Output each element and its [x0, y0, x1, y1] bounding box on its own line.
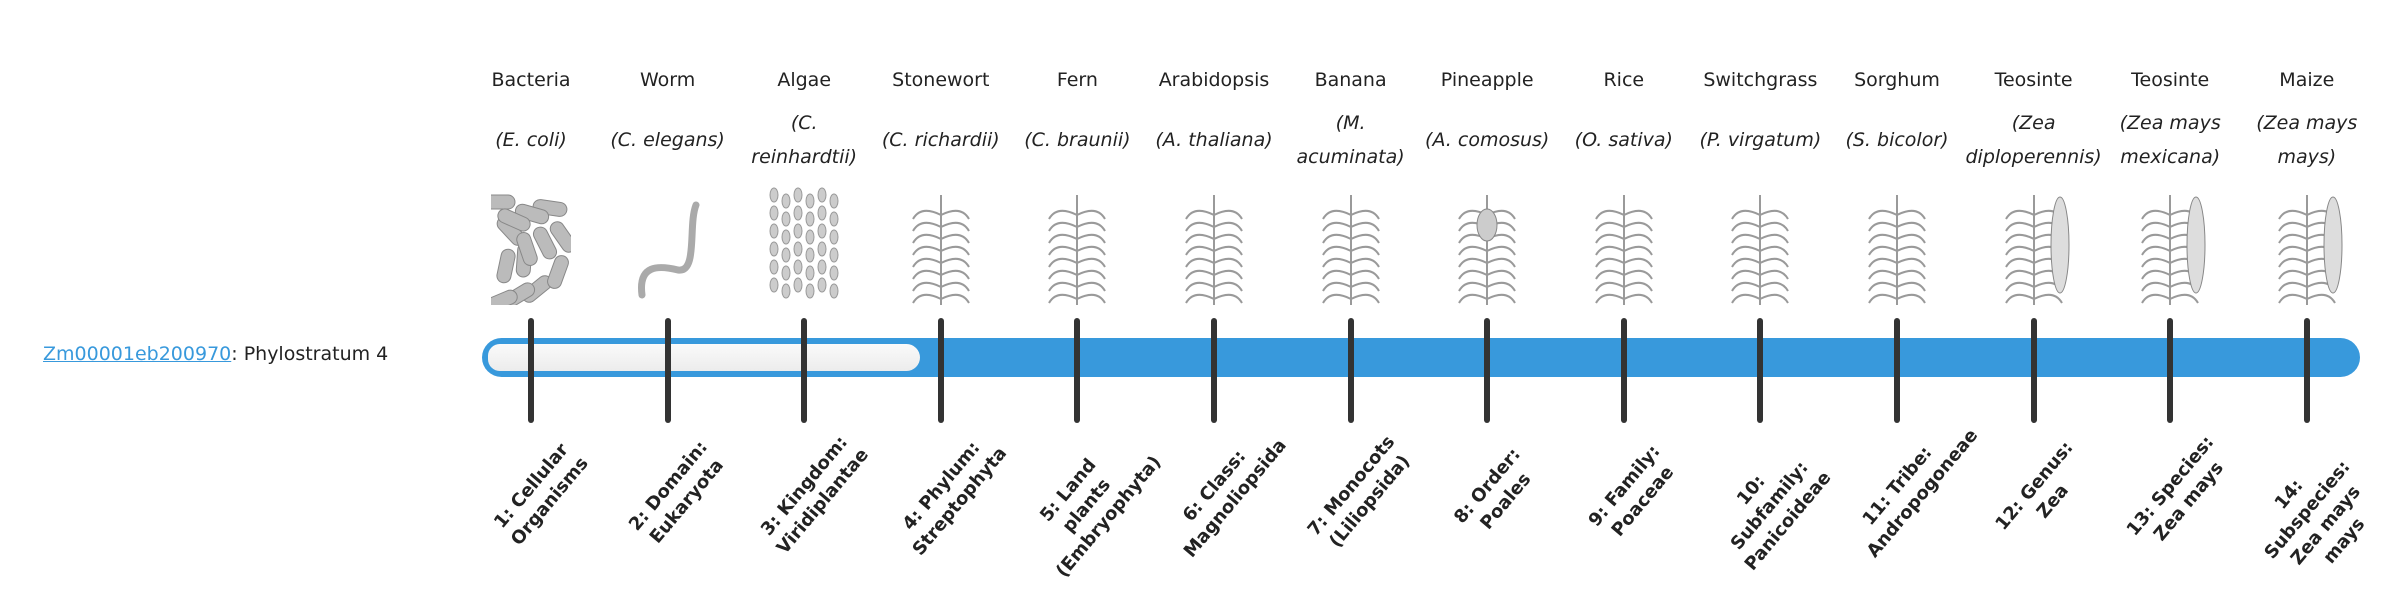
- stratum-label: 9: Family: Poaceae: [1584, 441, 1678, 541]
- maize-icon: [2239, 180, 2375, 305]
- stratum-label: 12: Genus: Zea: [1990, 437, 2078, 535]
- organism-latin-name: (O. sativa): [1574, 129, 1673, 151]
- stratum-tick: [664, 318, 671, 423]
- organism-common-name: Algae: [777, 69, 832, 91]
- organism-common-name: Teosinte: [2131, 69, 2210, 91]
- stratum-label: 2: Domain: Eukaryota: [624, 436, 728, 548]
- organism-latin-name: (A. comosus): [1425, 129, 1550, 151]
- organism-common-name: Worm: [639, 69, 696, 91]
- organism-column: Bacteria (E. coli): [463, 60, 599, 305]
- organism-common-name: Rice: [1603, 69, 1645, 91]
- stratum-label: 14: Subspecies: Zea mays mays: [2260, 456, 2369, 570]
- stratum-tick: [1484, 318, 1491, 423]
- organism-column: Pineapple (A. comosus): [1419, 60, 1555, 305]
- sorghum-icon: [1829, 180, 1965, 305]
- organism-latin-name: (P. virgatum): [1699, 129, 1822, 151]
- phylostratum-fill: [488, 344, 921, 371]
- stratum-tick: [1894, 318, 1900, 423]
- organism-column: Switchgrass (P. virgatum): [1692, 60, 1828, 305]
- phylostratum-text: : Phylostratum 4: [231, 343, 389, 365]
- stratum-tick: [1757, 318, 1764, 423]
- stratum-tick: [2303, 318, 2310, 423]
- stratum-label: 10: Subfamily: Panicoideae: [1727, 457, 1836, 575]
- organism-latin-name: (Zea mays mays): [2256, 112, 2358, 168]
- organism-column: Arabidopsis (A. thaliana): [1146, 60, 1282, 305]
- stratum-label: 8: Order: Poales: [1450, 444, 1536, 534]
- stratum-label: 5: Land plants (Embryophyta): [1036, 451, 1166, 582]
- organism-latin-name: (S. bicolor): [1845, 129, 1949, 151]
- organism-latin-name: (Zea mays mexicana): [2119, 112, 2221, 168]
- stratum-label: 1: Cellular Organisms: [490, 439, 593, 550]
- stratum-tick: [1074, 318, 1081, 423]
- stratum-tick: [1211, 318, 1217, 423]
- organism-common-name: Sorghum: [1854, 69, 1940, 91]
- organism-column: Banana (M. acuminata): [1283, 60, 1419, 305]
- organism-latin-name: (E. coli): [495, 129, 567, 151]
- stratum-label: 4: Phylum: Streptophyta: [898, 437, 1011, 560]
- organism-common-name: Stonewort: [892, 69, 990, 91]
- arabidopsis-icon: [1146, 180, 1282, 305]
- algae-icon: [736, 180, 872, 305]
- organism-column: Teosinte (Zea diploperennis): [1965, 60, 2102, 305]
- organism-column: Stonewort (C. richardii): [873, 60, 1009, 305]
- organism-latin-name: (C. reinhardtii): [751, 112, 858, 168]
- organism-column: Algae (C. reinhardtii): [736, 60, 872, 305]
- teosinte-icon: [1966, 180, 2102, 305]
- organism-column: Maize (Zea mays mays): [2239, 60, 2375, 305]
- switchgrass-icon: [1692, 180, 1828, 305]
- organism-common-name: Fern: [1056, 69, 1098, 91]
- rice-icon: [1556, 180, 1692, 305]
- organism-column: Sorghum (S. bicolor): [1829, 60, 1965, 305]
- organism-latin-name: (C. elegans): [610, 129, 725, 151]
- organism-column: Worm (C. elegans): [600, 60, 736, 305]
- organism-common-name: Bacteria: [491, 69, 571, 91]
- stratum-label: 11: Tribe: Andropogoneae: [1858, 425, 1983, 562]
- stratum-tick: [2167, 318, 2174, 423]
- organism-common-name: Arabidopsis: [1158, 69, 1270, 91]
- organism-latin-name: (Zea diploperennis): [1965, 112, 2102, 168]
- organism-column: Rice (O. sativa): [1556, 60, 1692, 305]
- fern-icon: [1009, 180, 1145, 305]
- organism-common-name: Teosinte: [1994, 69, 2073, 91]
- stratum-tick: [1620, 318, 1627, 423]
- organism-common-name: Pineapple: [1440, 69, 1534, 91]
- stratum-tick: [528, 318, 534, 423]
- organism-column: Fern (C. braunii): [1009, 60, 1145, 305]
- organism-column: Teosinte (Zea mays mexicana): [2102, 60, 2238, 305]
- gene-link[interactable]: Zm00001eb200970: [43, 343, 232, 365]
- stratum-tick: [1347, 318, 1354, 423]
- organism-common-name: Switchgrass: [1703, 69, 1818, 91]
- bacteria-icon: [463, 180, 599, 305]
- phylostratum-bar: [482, 338, 2360, 377]
- teosinte-icon: [2102, 180, 2238, 305]
- stratum-label: 13: Species: Zea mays: [2122, 431, 2229, 546]
- organism-latin-name: (C. braunii): [1024, 129, 1131, 151]
- stratum-tick: [2030, 318, 2037, 423]
- stratum-label: 7: Monocots (Liliopsida): [1303, 431, 1414, 552]
- stonewort-icon: [873, 180, 1009, 305]
- organism-latin-name: (M. acuminata): [1296, 112, 1405, 168]
- organism-common-name: Banana: [1314, 69, 1387, 91]
- worm-icon: [600, 180, 736, 305]
- gene-label: Zm00001eb200970: Phylostratum 4: [43, 343, 388, 365]
- stratum-tick: [801, 318, 808, 423]
- banana-icon: [1283, 180, 1419, 305]
- stratum-label: 6: Class: Magnoliopsida: [1178, 435, 1291, 562]
- stratum-label: 3: Kingdom: Viridiplantae: [757, 432, 874, 559]
- organism-latin-name: (C. richardii): [881, 129, 1000, 151]
- organism-latin-name: (A. thaliana): [1155, 129, 1273, 151]
- pineapple-icon: [1419, 180, 1555, 305]
- stratum-tick: [937, 318, 944, 423]
- organism-common-name: Maize: [2279, 69, 2335, 91]
